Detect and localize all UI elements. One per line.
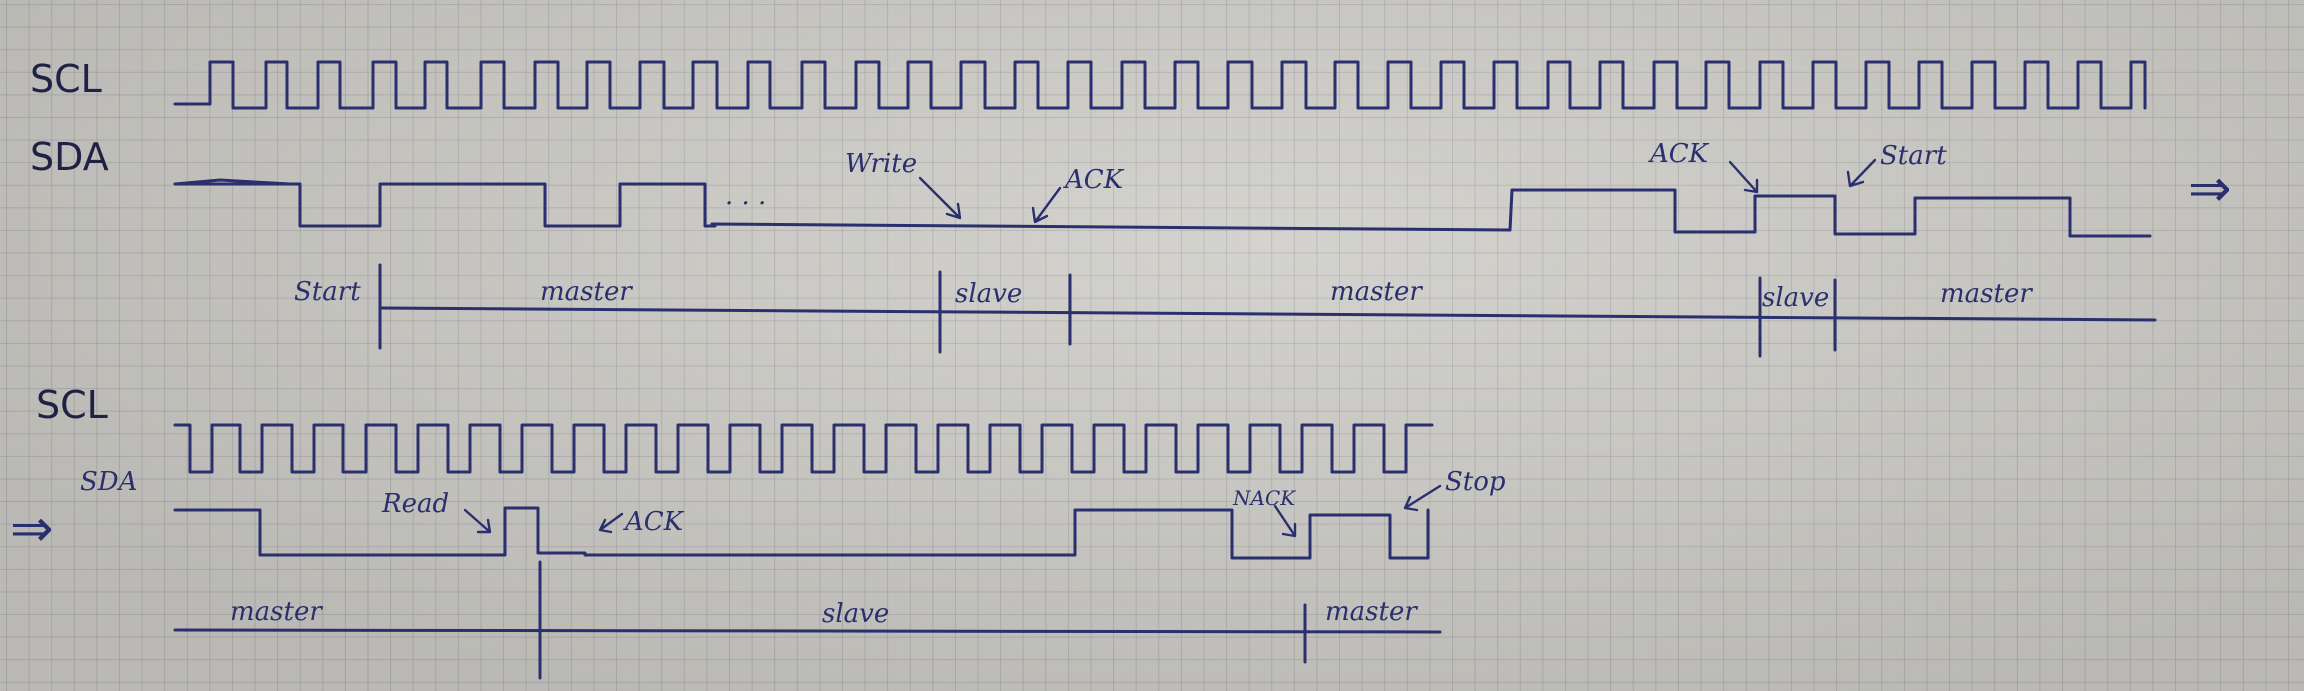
sda-waveform-1: [173, 182, 2152, 238]
start-arrow-icon-2: [1846, 158, 1877, 188]
sda-label-1: SDA: [30, 135, 109, 179]
ack-annotation-3: ACK: [623, 507, 685, 537]
ack-arrow-icon-1: [1031, 186, 1062, 224]
scl-label-2: SCL: [36, 383, 108, 427]
segment-slave-1: slave: [955, 279, 1022, 309]
nack-arrow-icon: [1273, 504, 1297, 538]
sda-label-2: SDA: [80, 467, 137, 497]
scl-waveform-2: [173, 423, 1434, 474]
ack-arrow-icon-3: [598, 512, 624, 534]
segment-slave-3: slave: [822, 599, 889, 629]
read-arrow-icon: [463, 508, 492, 534]
segment-master-1: master: [540, 277, 633, 307]
scl-waveform-1: [173, 60, 2147, 110]
segment-master-3: master: [1940, 279, 2033, 309]
sda-start-scribble: [173, 178, 292, 186]
timeline-1: [378, 306, 2157, 322]
segment-slave-2: slave: [1762, 283, 1829, 313]
sda-waveform-2: [173, 506, 1430, 560]
stop-arrow-icon: [1403, 484, 1442, 512]
read-annotation: Read: [381, 489, 449, 519]
timeline-2-dividers: [538, 560, 1307, 680]
segment-master-2: master: [1330, 277, 1423, 307]
continue-arrow-right-icon: ⇒: [2188, 159, 2232, 219]
dots: . . .: [725, 181, 766, 211]
nack-annotation: NACK: [1232, 486, 1296, 510]
segment-start: Start: [294, 277, 361, 307]
scl-label-1: SCL: [30, 57, 102, 101]
segment-master-4: master: [230, 597, 323, 627]
timeline-1-dividers: [378, 263, 1837, 358]
write-annotation: Write: [845, 149, 917, 179]
ack-annotation-2: ACK: [1648, 139, 1710, 169]
continue-arrow-left-icon: ⇒: [10, 499, 54, 559]
write-arrow-icon: [918, 176, 962, 220]
ack-arrow-icon-2: [1728, 160, 1759, 194]
start-annotation-2: Start: [1880, 141, 1947, 171]
segment-master-5: master: [1325, 597, 1418, 627]
stop-annotation: Stop: [1445, 467, 1506, 497]
timeline-2: [173, 628, 1442, 634]
ack-annotation-1: ACK: [1063, 165, 1125, 195]
